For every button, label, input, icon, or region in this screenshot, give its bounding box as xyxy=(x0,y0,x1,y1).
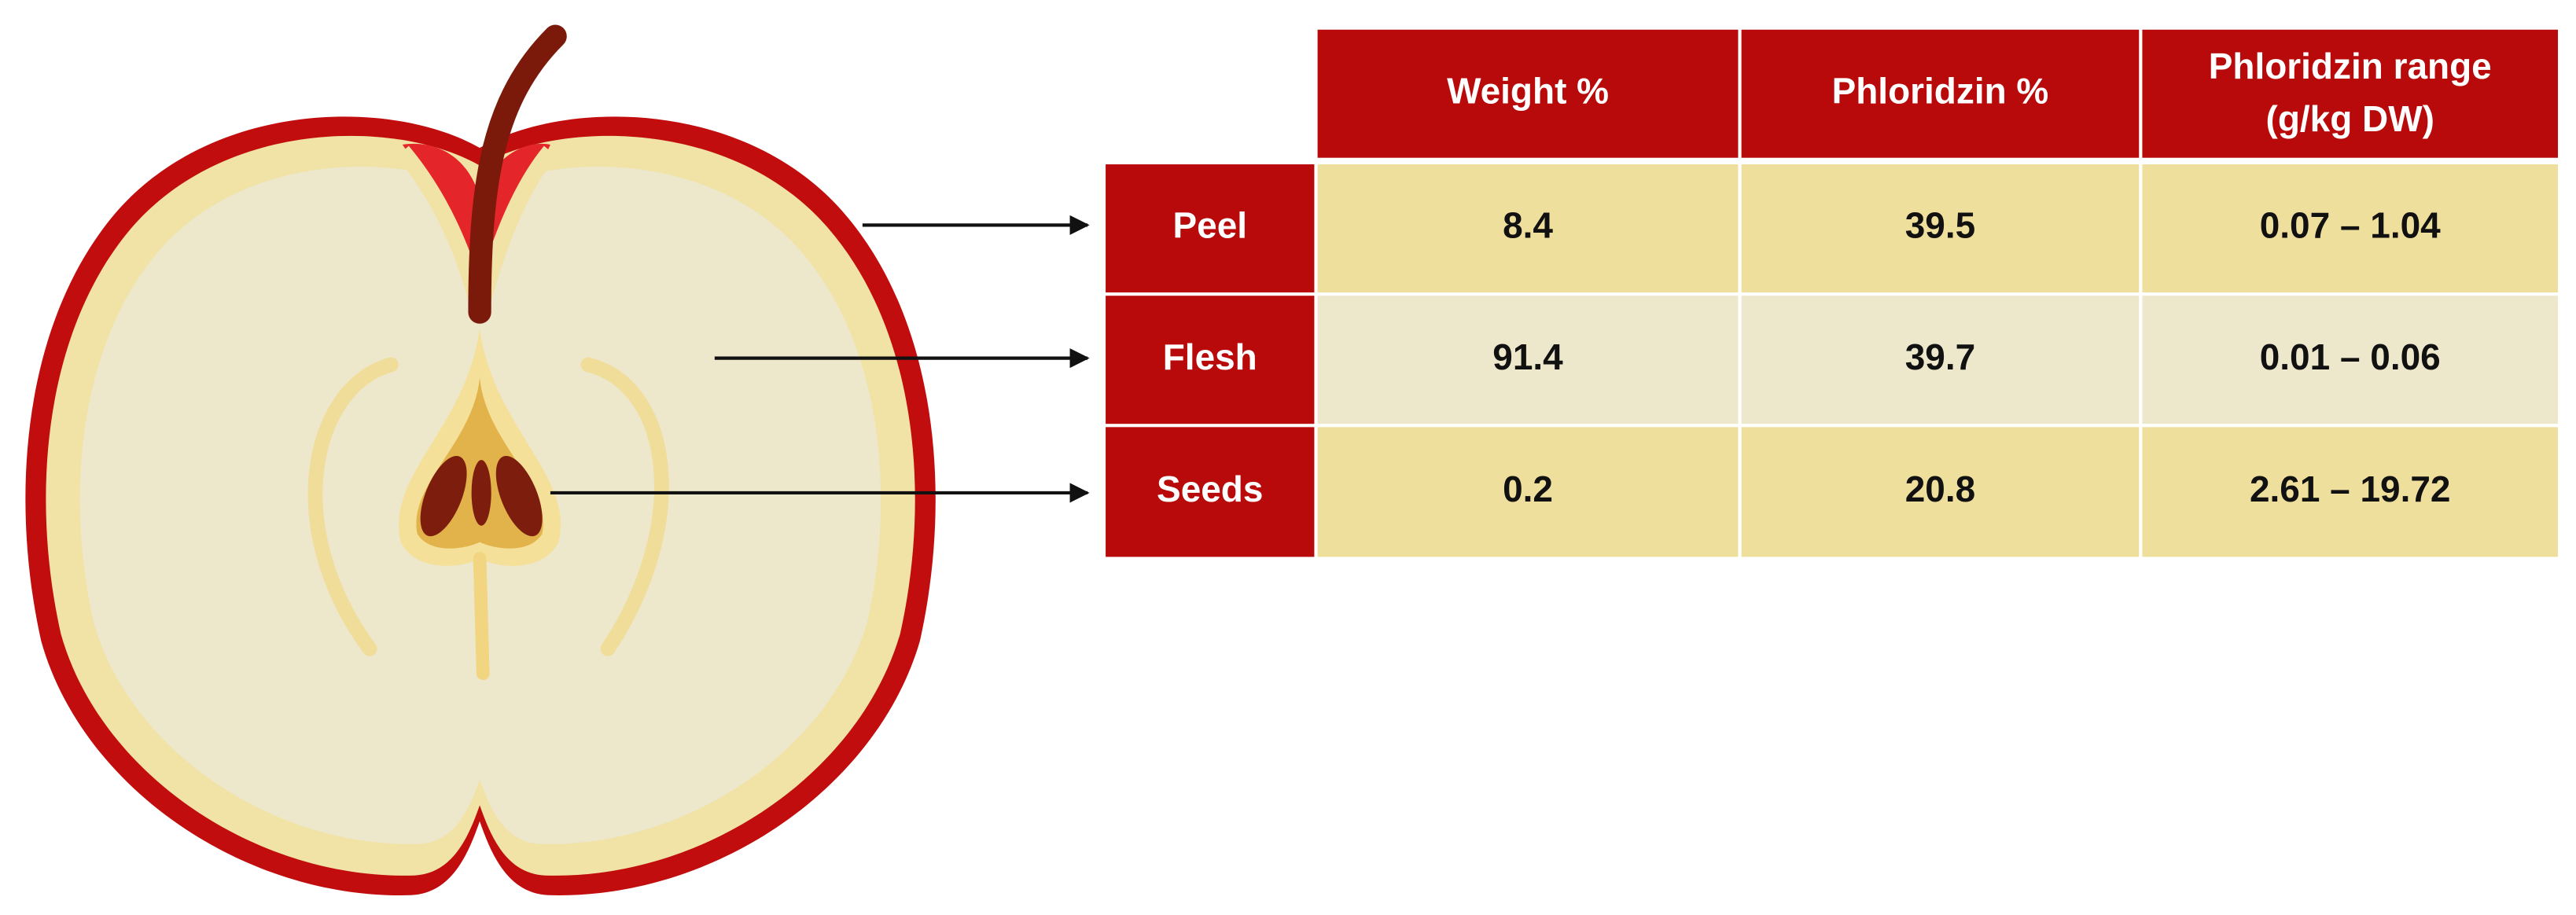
table: Weight % Phloridzin % Phloridzin range (g/k… xyxy=(1106,29,2559,557)
header-text: Phloridzin range xyxy=(2209,46,2492,86)
row-label: Peel xyxy=(1172,205,1247,246)
cell-text: 8.4 xyxy=(1503,205,1553,246)
table-cell xyxy=(2142,164,2559,293)
table-cell xyxy=(1317,427,1739,557)
row-label-cell xyxy=(1106,164,1315,293)
apple-illustration xyxy=(25,24,936,895)
cell-text: 20.8 xyxy=(1905,469,1975,509)
cell-text: 91.4 xyxy=(1492,336,1563,377)
header-cell xyxy=(1741,29,2140,158)
table-cell xyxy=(1317,296,1739,424)
row-label: Seeds xyxy=(1157,469,1263,509)
arrows xyxy=(550,215,1090,503)
header-text: Weight % xyxy=(1447,70,1609,111)
cell-text: 39.5 xyxy=(1905,205,1975,246)
header-cell xyxy=(2142,29,2559,158)
cell-text: 0.2 xyxy=(1503,469,1553,509)
header-text: (g/kg DW) xyxy=(2266,98,2434,139)
table-cell xyxy=(1741,164,2140,293)
cell-text: 39.7 xyxy=(1905,336,1975,377)
cell-text: 2.61 – 19.72 xyxy=(2250,469,2451,509)
table-cell xyxy=(1741,296,2140,424)
cell-text: 0.01 – 0.06 xyxy=(2260,336,2441,377)
row-label-cell xyxy=(1106,427,1315,557)
row-label: Flesh xyxy=(1163,336,1257,377)
table-cell xyxy=(1741,427,2140,557)
table-cell xyxy=(2142,296,2559,424)
header-cell xyxy=(1317,29,1739,158)
table-cell xyxy=(1317,164,1739,293)
header-text: Phloridzin % xyxy=(1832,70,2049,111)
row-label-cell xyxy=(1106,296,1315,424)
table-cell xyxy=(2142,427,2559,557)
cell-text: 0.07 – 1.04 xyxy=(2260,205,2441,246)
